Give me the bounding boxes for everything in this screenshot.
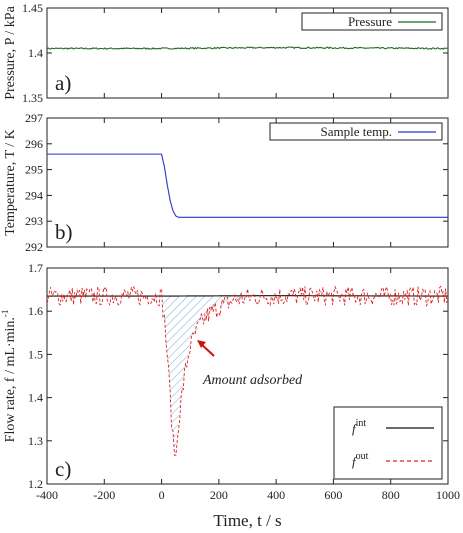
y-tick-label: 1.4 [28,46,43,60]
y-tick-label: 1.4 [28,391,43,405]
x-tick-label: 400 [267,488,285,502]
x-axis-label: Time, t / s [213,511,281,530]
y-tick-label: 294 [25,188,43,202]
y-axis-label: Flow rate, f / mL·min.-1 [0,310,18,443]
panel-a: 1.45 1.4 1.35 Pressure, P / kPa a) Pressure [3,1,449,105]
legend-entry-sup: out [356,451,369,462]
y-axis-label-sup: -1 [0,310,10,318]
y-tick-label: 1.35 [22,91,43,105]
legend [269,122,443,141]
y-axis-label: Pressure, P / kPa [3,5,18,99]
y-tick-label: 293 [25,214,43,228]
legend-entry-label: Pressure [348,14,392,29]
x-tick-label: 0 [159,488,165,502]
x-tick-label: -200 [93,488,115,502]
series-line-sample-temp- [47,153,448,218]
y-tick-label: 1.5 [28,347,43,361]
x-tick-label: 600 [324,488,342,502]
x-tick-label: 1000 [436,488,460,502]
x-tick-label: -400 [36,488,58,502]
y-tick-label: 295 [25,163,43,177]
annotation-text: Amount adsorbed [202,373,303,388]
y-tick-label: 1.2 [28,477,43,491]
y-tick-label: 1.45 [22,1,43,15]
legend-entry-label: Sample temp. [321,124,393,139]
x-tick-label: 200 [210,488,228,502]
annotation-arrowhead [197,340,206,348]
y-tick-label: 1.6 [28,304,43,318]
series-line-out [47,285,448,456]
panel-b: 297 296 295 294 293 292 Temperature, T / K b) Sa… [3,111,449,254]
series-line-pressure [47,46,448,50]
y-axis-label: Temperature, T / K [3,129,18,236]
panel-label: a) [55,71,71,95]
panel-c: 1.7 1.6 1.5 1.4 1.3 1.2-400 -200 0 200 400 600 800 1… [0,261,460,530]
x-tick-label: 800 [382,488,400,502]
legend [333,406,443,480]
y-tick-label: 297 [25,111,43,125]
y-tick-label: 1.7 [28,261,43,275]
adsorbed-area [161,296,277,459]
panel-label: b) [55,220,73,244]
y-tick-label: 1.3 [28,434,43,448]
legend [301,12,443,31]
plot-frame [46,117,449,248]
y-tick-label: 292 [25,240,43,254]
y-tick-label: 296 [25,137,43,151]
panel-label: c) [55,457,71,481]
plot-frame [46,267,449,485]
legend-entry-sup: int [356,418,367,429]
